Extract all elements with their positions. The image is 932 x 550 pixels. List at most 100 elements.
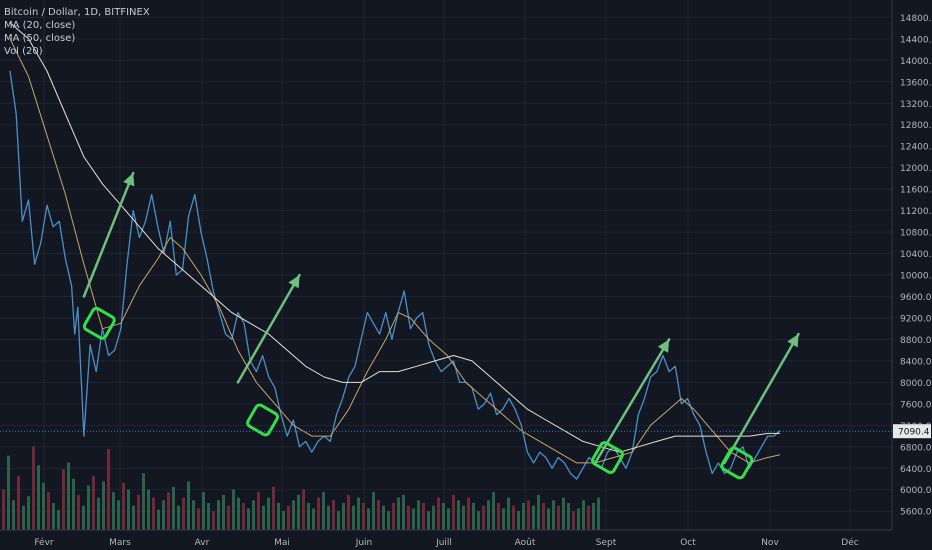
volume-bar [357, 497, 360, 530]
volume-bar [592, 503, 595, 530]
volume-bar [567, 503, 570, 530]
volume-bar [502, 508, 505, 530]
ma50-line [9, 22, 780, 453]
volume-bar [132, 505, 135, 530]
y-tick-label: 13600.0 [900, 78, 932, 88]
y-tick-label: 11600.0 [900, 186, 932, 196]
y-tick-label: 6800.0 [900, 443, 932, 453]
trend-arrow-head [288, 275, 300, 289]
y-tick-label: 14000.0 [900, 57, 932, 67]
y-tick-label: 9600.0 [900, 293, 932, 303]
volume-bar [22, 505, 25, 530]
y-tick-label: 12800.0 [900, 121, 932, 131]
volume-bar [47, 492, 50, 530]
y-tick-label: 14800.0 [900, 14, 932, 24]
volume-bar [337, 511, 340, 530]
volume-bar [332, 500, 335, 530]
y-tick-label: 11200.0 [900, 207, 932, 217]
trend-arrow [723, 332, 800, 465]
volume-bar [322, 492, 325, 530]
volume-bar [92, 476, 95, 530]
volume-bar [172, 486, 175, 530]
legend-ma20[interactable]: MA (20, close) [4, 20, 76, 31]
volume-bar [492, 492, 495, 530]
volume-bar [372, 492, 375, 530]
volume-bar [532, 505, 535, 530]
price-line [9, 70, 781, 480]
volume-bar [112, 492, 115, 530]
volume-bar [277, 503, 280, 530]
volume-bar [97, 497, 100, 530]
volume-bar [257, 492, 260, 530]
volume-bar [207, 503, 210, 530]
volume-bar [42, 482, 45, 530]
volume-bar [282, 511, 285, 530]
x-tick-label: Juin [355, 538, 373, 548]
volume-bar [297, 494, 300, 530]
volume-bar [117, 500, 120, 530]
volume-bar [442, 503, 445, 530]
volume-bar [512, 505, 515, 530]
volume-bar [477, 511, 480, 530]
volume-bar [582, 500, 585, 530]
volume-bar [122, 482, 125, 530]
y-tick-label: 8400.0 [900, 357, 932, 367]
y-tick-label: 7600.0 [900, 400, 932, 410]
volume-bar [552, 500, 555, 530]
volume-bar [232, 489, 235, 530]
volume-bar [522, 503, 525, 530]
chart-grid [0, 0, 892, 530]
volume-bar [447, 508, 450, 530]
legend-volume[interactable]: Vol (20) [4, 46, 43, 57]
x-tick-label: Avr [195, 538, 210, 548]
volume-bar [77, 494, 80, 530]
price-axis[interactable]: 5600.06000.06400.06800.07200.07600.08000… [891, 0, 932, 530]
volume-bar [507, 497, 510, 530]
chart-legend: Bitcoin / Dollar, 1D, BITFINEX MA (20, c… [4, 6, 150, 58]
volume-bar [87, 485, 90, 530]
legend-ma50[interactable]: MA (50, close) [4, 33, 76, 44]
volume-bar [237, 497, 240, 530]
volume-bar [262, 505, 265, 530]
volume-bar [227, 505, 230, 530]
symbol-title[interactable]: Bitcoin / Dollar, 1D, BITFINEX [4, 7, 150, 18]
volume-bar [397, 497, 400, 530]
volume-bar [497, 503, 500, 530]
volume-bar [517, 511, 520, 530]
volume-bar [432, 505, 435, 530]
volume-bar [7, 455, 10, 530]
volume-bar [12, 500, 15, 530]
y-tick-label: 8000.0 [900, 379, 932, 389]
x-tick-label: Nov [761, 538, 779, 548]
volume-bar [167, 492, 170, 530]
volume-bar [157, 509, 160, 530]
y-tick-label: 14400.0 [900, 35, 932, 45]
volume-bar [482, 505, 485, 530]
volume-bar [467, 497, 470, 530]
volume-bar [187, 481, 190, 530]
volume-bar [27, 496, 30, 530]
volume-bar [317, 497, 320, 530]
volume-bar [422, 503, 425, 530]
y-tick-label: 6400.0 [900, 465, 932, 475]
volume-bar [527, 500, 530, 530]
volume-bar [417, 500, 420, 530]
volume-bar [222, 494, 225, 530]
time-axis[interactable]: Févr Mars Avr Mai Juin Juill Août Sept Oct Nov Déc [0, 529, 892, 548]
volume-bar [462, 505, 465, 530]
volume-bars [2, 446, 600, 530]
volume-bar [162, 500, 165, 530]
last-price-marker: 7090.4 [0, 424, 931, 439]
y-tick-label: 12000.0 [900, 164, 932, 174]
volume-bar [412, 508, 415, 530]
volume-bar [472, 503, 475, 530]
volume-bar [182, 497, 185, 530]
volume-bar [57, 509, 60, 530]
buy-zone-box [591, 441, 624, 474]
volume-bar [307, 503, 310, 530]
volume-bar [137, 494, 140, 530]
volume-bar [127, 489, 130, 530]
y-tick-label: 10000.0 [900, 272, 932, 282]
volume-bar [487, 500, 490, 530]
